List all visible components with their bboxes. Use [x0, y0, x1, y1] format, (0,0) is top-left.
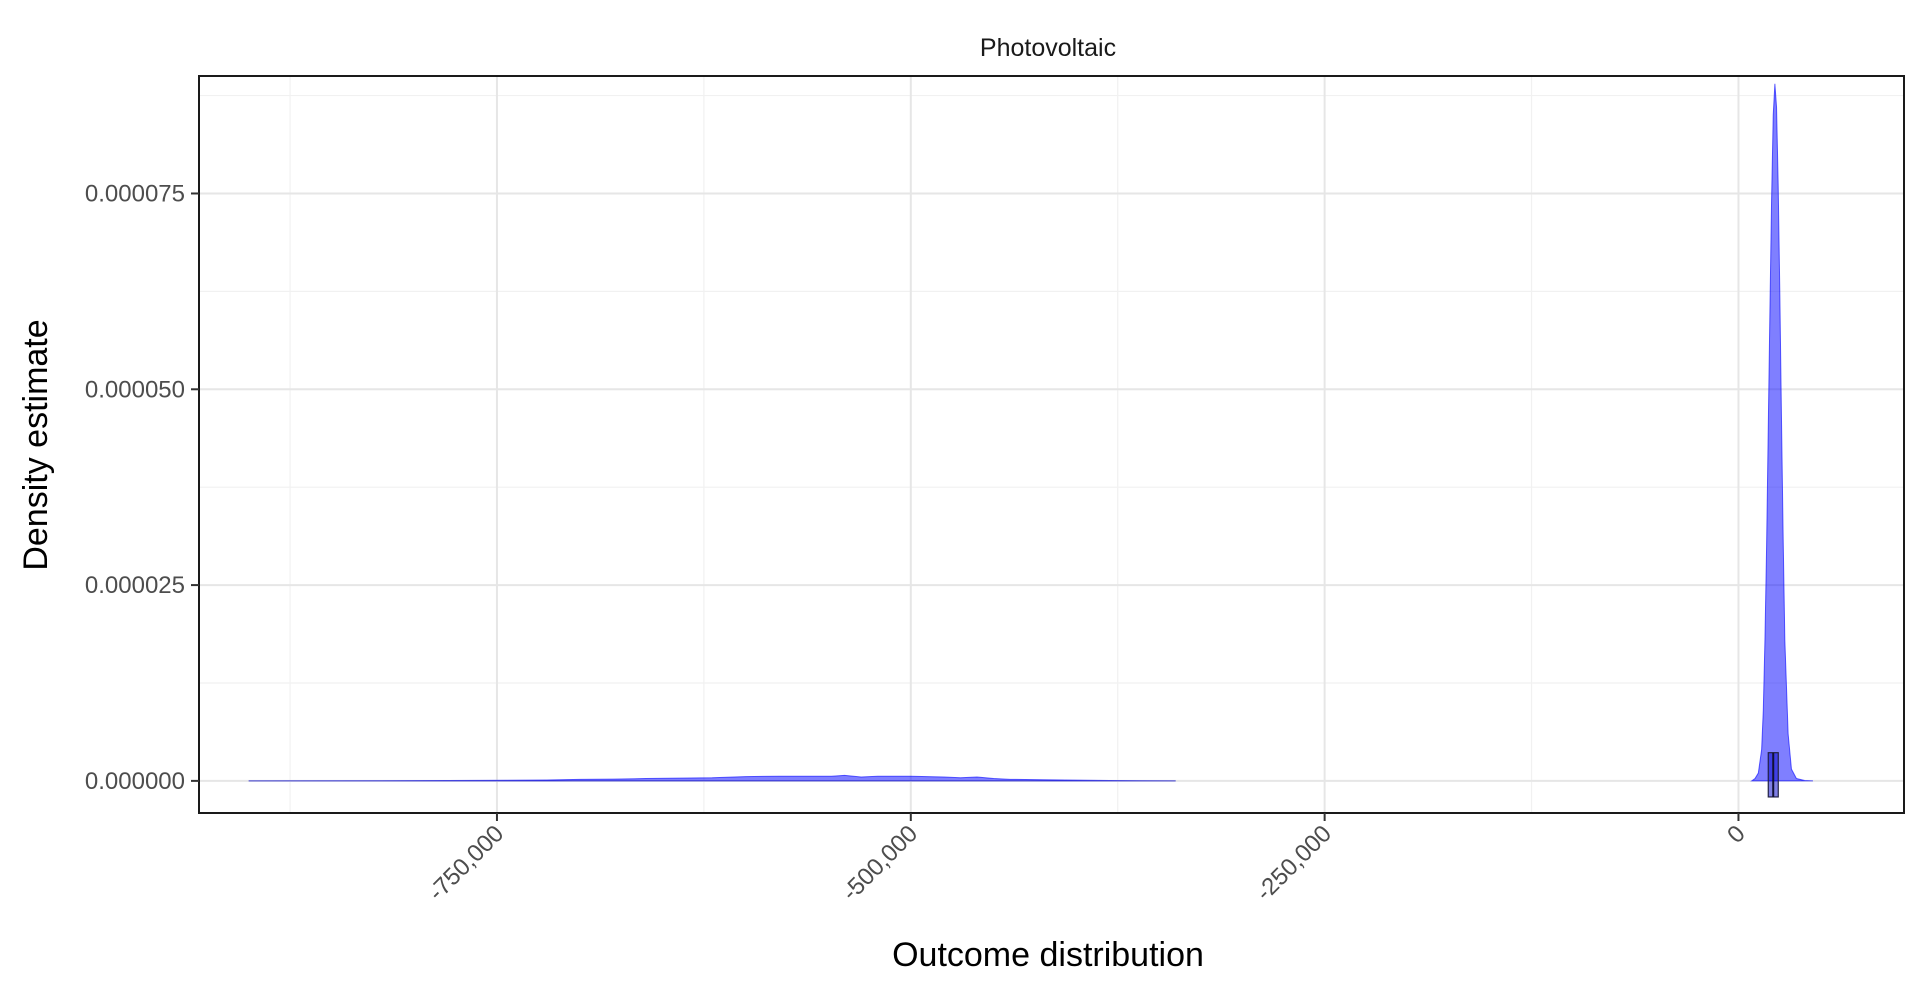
facet-strip-title: Photovoltaic [980, 34, 1116, 62]
y-axis-title: Density estimate [17, 319, 55, 570]
panel-background-rect [199, 76, 1904, 813]
x-axis-title: Outcome distribution [892, 936, 1204, 974]
y-tick-label: 0.000050 [85, 376, 185, 403]
y-tick-label: 0.000000 [85, 768, 185, 795]
panel-border-rect [198, 75, 1905, 814]
y-tick-label: 0.000025 [85, 572, 185, 599]
boxplot [1767, 752, 1779, 798]
y-tick-label: 0.000075 [85, 180, 185, 207]
x-tick-label: -750,000 [423, 820, 509, 906]
plot-panel-background [199, 76, 1904, 813]
y-axis: 0.000000 0.000025 0.000050 0.000075 [85, 180, 199, 795]
density-area-0 [248, 774, 1176, 782]
x-axis: -750,000 -500,000 -250,000 0 [423, 813, 1751, 906]
x-tick-label: -500,000 [837, 820, 923, 906]
plot-panel-border [198, 75, 1905, 814]
density-series [248, 83, 1813, 782]
density-area-1 [1750, 83, 1813, 782]
x-tick-label: -250,000 [1251, 820, 1337, 906]
x-tick-label: 0 [1722, 820, 1751, 849]
